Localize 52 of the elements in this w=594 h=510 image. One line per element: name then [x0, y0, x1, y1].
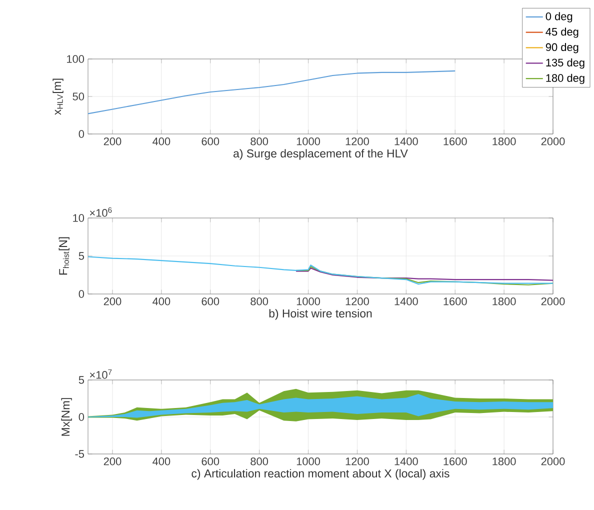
x-tick-label: 400: [152, 138, 170, 146]
x-axis-title: c) Articulation reaction moment about X (local) axis: [192, 469, 450, 480]
y-tick-label: -5: [75, 450, 84, 458]
text: ×10$^{6}$: [90, 207, 112, 217]
y-tick-label: 5: [78, 252, 84, 260]
x-tick-label: 1200: [346, 138, 369, 146]
x-tick-label: 2000: [541, 298, 565, 306]
y-tick-label: 100: [67, 55, 84, 63]
x-tick-label: 200: [104, 298, 122, 306]
y-axis-title: Mx[Nm]: [61, 398, 72, 436]
legend-label: 180 deg: [546, 74, 584, 84]
legend-label: 90 deg: [546, 43, 578, 54]
y-tick-label: 0: [78, 413, 84, 421]
x-tick-label: 600: [202, 458, 220, 466]
x-tick-label: 1800: [492, 298, 516, 306]
y-axis-title: x$_{HLV}$[m]: [52, 78, 64, 115]
x-tick-label: 800: [250, 458, 268, 466]
x-tick-label: 1200: [346, 298, 369, 306]
x-tick-label: 1400: [394, 458, 418, 466]
x-axis-title: a) Surge desplacement of the HLV: [234, 149, 408, 160]
x-tick-label: 200: [104, 458, 122, 466]
legend-label: 45 deg: [546, 28, 578, 38]
y-tick-label: 50: [72, 92, 84, 100]
x-tick-label: 800: [250, 298, 268, 306]
legend-label: 0 deg: [546, 12, 572, 22]
x-tick-label: 1600: [444, 138, 467, 146]
x-tick-label: 600: [202, 138, 220, 146]
y-tick-label: 0: [78, 130, 84, 138]
x-tick-label: 1600: [444, 298, 467, 306]
x-tick-label: 200: [104, 138, 122, 146]
x-tick-label: 1400: [394, 298, 418, 306]
x-axis-title: b) Hoist wire tension: [269, 309, 372, 320]
legend-label: 135 deg: [546, 58, 584, 69]
x-tick-label: 1800: [492, 138, 516, 146]
x-tick-label: 800: [250, 138, 268, 146]
x-tick-label: 2000: [541, 458, 565, 466]
x-tick-label: 1600: [444, 458, 467, 466]
y-tick-label: 5: [78, 376, 84, 384]
x-tick-label: 1400: [394, 138, 418, 146]
x-tick-label: 1000: [296, 138, 320, 146]
x-tick-label: 400: [152, 458, 170, 466]
x-tick-label: 400: [152, 298, 170, 306]
x-tick-label: 2000: [541, 138, 565, 146]
x-tick-label: 600: [202, 298, 220, 306]
text: ×10$^{7}$: [90, 369, 112, 379]
y-tick-label: 0: [78, 290, 84, 298]
x-tick-label: 1000: [296, 298, 320, 306]
y-tick-label: 10: [73, 214, 84, 222]
x-tick-label: 1000: [296, 458, 320, 466]
y-axis-title: F$_{hoist}$[N]: [58, 237, 70, 275]
x-tick-label: 1200: [346, 458, 369, 466]
x-tick-label: 1800: [492, 458, 516, 466]
